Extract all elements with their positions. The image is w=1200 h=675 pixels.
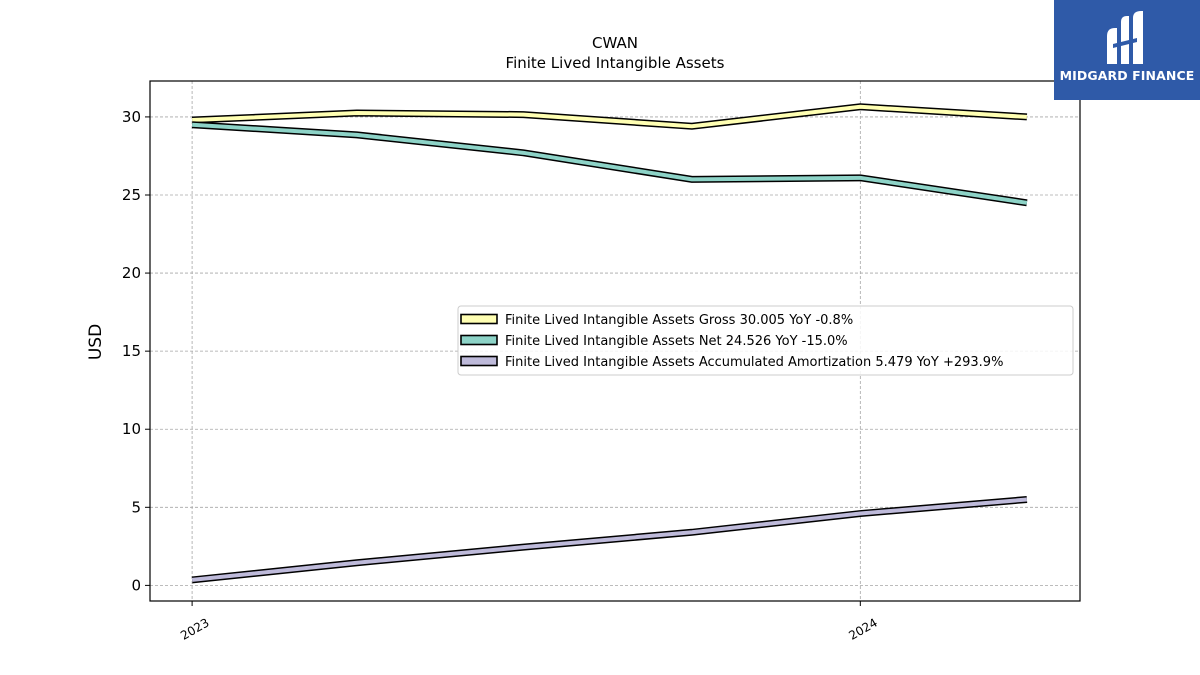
midgard-logo-icon: [1107, 11, 1143, 64]
y-tick-label: 25: [122, 186, 141, 204]
series-line: [191, 496, 1028, 584]
series-line-fill: [191, 497, 1028, 582]
y-tick-label: 5: [131, 498, 141, 516]
series-line-fill: [191, 122, 1028, 205]
x-axis: 2023 2024: [178, 601, 880, 643]
y-axis-label: USD: [86, 324, 106, 360]
legend-swatch: [460, 313, 498, 325]
x-tick-label: 2024: [846, 615, 879, 642]
series-line: [191, 121, 1028, 207]
legend: Finite Lived Intangible Assets Gross 30.…: [457, 305, 1074, 376]
chart-title: CWAN: [592, 34, 638, 52]
legend-swatch: [460, 334, 498, 346]
plot-area-frame: [149, 80, 1081, 602]
series-line-outline: [191, 121, 1028, 207]
y-axis: 0 5 10 15 20 25 30: [122, 108, 150, 594]
y-tick-label: 30: [122, 108, 141, 126]
series-line: [191, 103, 1028, 130]
series-line-fill: [192, 104, 1028, 129]
series-layer: [191, 103, 1028, 584]
legend-label: Finite Lived Intangible Assets Accumulat…: [505, 355, 1003, 370]
x-tick-label: 2023: [178, 615, 211, 642]
legend-label: Finite Lived Intangible Assets Net 24.52…: [505, 334, 848, 349]
legend-box: [457, 305, 1074, 376]
legend-label: Finite Lived Intangible Assets Gross 30.…: [505, 313, 853, 328]
y-tick-label: 10: [122, 420, 141, 438]
chart-subtitle: Finite Lived Intangible Assets: [506, 54, 725, 72]
y-tick-label: 15: [122, 342, 141, 360]
y-tick-label: 0: [131, 576, 141, 594]
brand-logo: MIDGARD FINANCE: [1054, 0, 1200, 100]
brand-name: MIDGARD FINANCE: [1059, 68, 1195, 83]
legend-swatch: [460, 355, 498, 367]
y-tick-label: 20: [122, 264, 141, 282]
